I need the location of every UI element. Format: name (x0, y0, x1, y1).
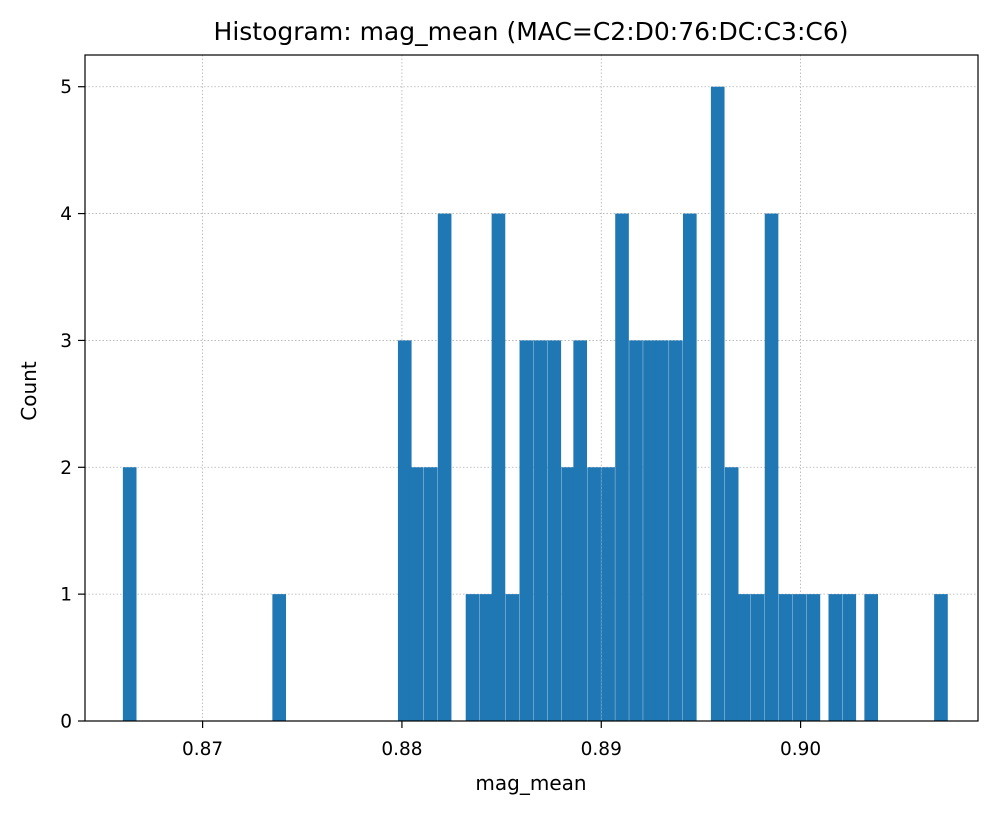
histogram-bar (792, 594, 807, 721)
y-tick-label: 5 (60, 77, 72, 98)
histogram-bar (465, 594, 480, 721)
histogram-bar (736, 594, 751, 721)
x-tick-label: 0.90 (780, 739, 821, 760)
histogram-bar (519, 340, 534, 721)
histogram-bar (655, 340, 669, 721)
ticks-layer: 0.87 0.88 0.89 0.90 0 1 2 3 4 5 (60, 77, 821, 760)
histogram-bar (479, 594, 494, 721)
histogram-bar (491, 213, 506, 722)
y-tick-label: 4 (60, 204, 72, 225)
histogram-bar (710, 86, 725, 721)
x-axis-label: mag_mean (475, 771, 586, 795)
histogram-bar (423, 467, 438, 721)
y-tick-label: 2 (60, 458, 72, 479)
y-axis-label: Count (17, 361, 41, 421)
histogram-bar (724, 467, 739, 721)
x-tick-label: 0.87 (182, 739, 223, 760)
histogram-bar (806, 594, 821, 721)
histogram-bar (778, 594, 793, 721)
histogram-bar (505, 594, 520, 721)
histogram-bar (764, 213, 779, 722)
histogram-bar (934, 594, 948, 721)
histogram-bar (828, 594, 843, 721)
y-tick-label: 3 (60, 331, 72, 352)
y-tick-label: 1 (60, 585, 72, 606)
histogram-bar (629, 340, 643, 721)
histogram-bar (272, 594, 287, 721)
plot-frame (84, 54, 979, 722)
histogram-bar (842, 594, 857, 721)
histogram-bar (437, 213, 452, 722)
bars-layer (122, 86, 948, 722)
x-tick-label: 0.88 (381, 739, 422, 760)
histogram-bar (750, 594, 765, 721)
axes-layer (84, 54, 979, 722)
histogram-bar (561, 467, 576, 721)
histogram-bar (864, 594, 879, 721)
chart-title: Histogram: mag_mean (MAC=C2:D0:76:DC:C3:… (214, 17, 849, 46)
histogram-bar (409, 467, 424, 721)
histogram-bar (547, 340, 562, 721)
histogram-bar (587, 467, 601, 721)
histogram-bar (397, 340, 412, 721)
x-tick-label: 0.89 (581, 739, 622, 760)
histogram-bar (682, 213, 697, 722)
histogram-bar (122, 467, 137, 721)
histogram-bar (573, 340, 587, 721)
histogram-bar (615, 213, 629, 722)
histogram-bar (601, 467, 615, 721)
histogram-bar (669, 340, 683, 721)
histogram-bar (533, 340, 548, 721)
y-tick-label: 0 (60, 712, 72, 733)
histogram-bar (643, 340, 657, 721)
